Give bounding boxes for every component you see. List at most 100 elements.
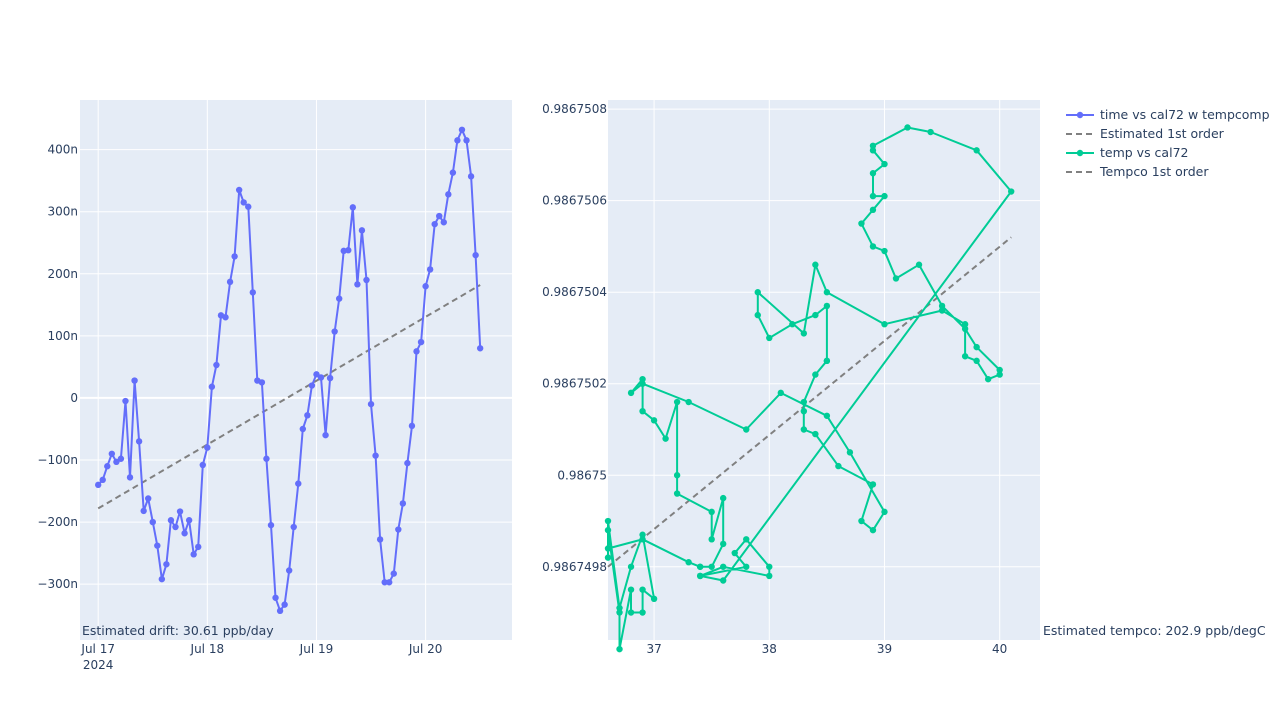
- temp-series-point: [731, 549, 738, 557]
- y-tick-label: 0.9867498: [542, 560, 607, 574]
- time-series-point: [135, 438, 143, 445]
- time-series-point: [208, 383, 216, 390]
- temp-series-point: [835, 462, 842, 470]
- temp-series-point: [823, 302, 831, 310]
- temp-series-point: [961, 353, 969, 360]
- time-series-point: [399, 500, 407, 507]
- temp-series-point: [846, 449, 854, 456]
- time-series-point: [172, 523, 179, 531]
- time-series-point: [231, 253, 238, 260]
- y-tick-label: −300n: [37, 577, 78, 591]
- temp-series-point: [720, 494, 727, 502]
- temp-series-point: [869, 481, 877, 488]
- temp-series-point: [616, 645, 623, 653]
- y-tick-label: −100n: [37, 453, 78, 467]
- time-series-point: [404, 459, 411, 467]
- time-series-point: [363, 276, 370, 284]
- legend-marker-swatch: [1076, 149, 1084, 157]
- temp-series-point: [973, 147, 980, 154]
- temp-series-point: [673, 472, 681, 479]
- temp-series-point: [927, 128, 934, 136]
- time-series-point: [158, 575, 166, 583]
- temp-series-point: [800, 330, 808, 337]
- time-series-point: [117, 455, 125, 462]
- x-tick-label: 38: [762, 642, 777, 656]
- legend-label: time vs cal72 w tempcomp: [1100, 107, 1270, 122]
- time-series-point: [263, 455, 270, 462]
- time-series-point: [290, 523, 297, 531]
- temp-series-point: [812, 371, 819, 378]
- time-series-point: [436, 212, 443, 220]
- time-series-point: [458, 126, 466, 133]
- time-series-point: [149, 518, 156, 526]
- time-series-point: [304, 412, 311, 419]
- temp-series-point: [789, 321, 796, 328]
- time-series-point: [181, 530, 188, 537]
- temp-series-point: [627, 586, 635, 593]
- tempco-annotation: Estimated tempco: 202.9 ppb/degC: [1043, 623, 1266, 638]
- temp-series-point: [869, 206, 877, 214]
- time-series-point: [126, 474, 134, 481]
- temp-series-point: [996, 371, 1003, 378]
- temp-series-point: [720, 563, 727, 570]
- time-series-point: [381, 579, 388, 586]
- time-series-point: [422, 283, 429, 290]
- temp-series-point: [720, 540, 727, 548]
- temp-series-point: [662, 435, 669, 442]
- temp-series-point: [627, 563, 635, 570]
- tick-labels-left: Jul 17 2024 Jul 18 Jul 19 Jul 20 400n 300n 200n…: [37, 143, 442, 672]
- temp-series-point: [673, 398, 681, 406]
- time-series-point: [281, 601, 288, 608]
- temp-series-point: [800, 407, 808, 415]
- x-tick-label: Jul 18: [190, 642, 225, 656]
- temp-series-point: [754, 289, 761, 296]
- temp-series-point: [812, 311, 819, 319]
- time-series-point: [99, 476, 106, 484]
- time-series-point: [258, 379, 266, 386]
- time-series-point: [431, 220, 438, 228]
- time-series-point: [272, 594, 279, 601]
- x-tick-label: Jul 20: [408, 642, 443, 656]
- time-series-point: [367, 400, 375, 408]
- temp-series-point: [1008, 188, 1015, 195]
- temp-series-point: [650, 417, 658, 424]
- temp-series-point: [639, 536, 646, 543]
- time-series-point: [226, 278, 234, 286]
- time-series-point: [113, 458, 120, 466]
- legend-item: time vs cal72 w tempcomp: [1066, 107, 1270, 122]
- legend-marker-swatch: [1076, 111, 1084, 119]
- temp-series-point: [812, 430, 819, 438]
- temp-series-point: [627, 609, 635, 616]
- traces-right: [604, 124, 1015, 653]
- temp-series-point: [627, 389, 635, 397]
- legend-label: temp vs cal72: [1100, 145, 1188, 160]
- time-series-point: [154, 542, 161, 549]
- gridlines-right: [608, 100, 1040, 640]
- temp-series-point: [823, 357, 831, 365]
- plot-background-right: [608, 100, 1040, 640]
- temp-series-point: [720, 577, 727, 584]
- legend-label: Estimated 1st order: [1100, 126, 1225, 141]
- time-series-point: [222, 314, 229, 321]
- x-tick-sublabel: 2024: [83, 658, 114, 672]
- time-series-point: [322, 431, 329, 439]
- temp-series-point: [881, 508, 888, 516]
- time-series-point: [345, 247, 352, 254]
- temp-series-point: [766, 334, 773, 342]
- temp-series-point: [766, 563, 773, 570]
- time-series-point: [235, 186, 243, 194]
- time-series-point: [472, 251, 479, 259]
- time-series-point: [190, 551, 197, 558]
- drift-fit-line: [97, 284, 481, 510]
- y-tick-label: 400n: [47, 143, 78, 157]
- time-series-point: [94, 481, 102, 489]
- temp-series-point: [881, 192, 888, 200]
- tick-labels-right: 37 38 39 40 0.9867498 0.98675 0.9867502 0.98675…: [542, 102, 1007, 656]
- temp-series-point: [708, 508, 715, 516]
- time-series-point: [108, 450, 116, 457]
- temp-series-point: [881, 160, 888, 168]
- time-series-point: [413, 348, 420, 355]
- temp-series-point: [616, 609, 623, 616]
- temp-series-point: [869, 526, 877, 534]
